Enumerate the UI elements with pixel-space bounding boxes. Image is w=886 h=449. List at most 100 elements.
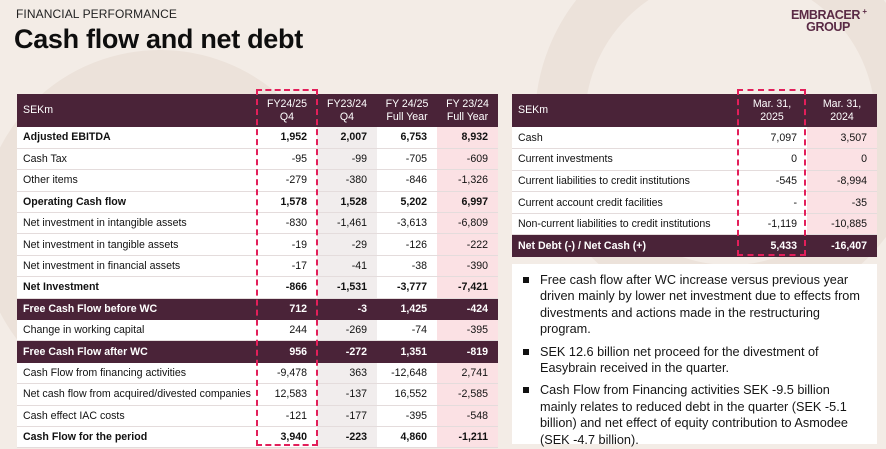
table-row: Net Investment -866 -1,531 -3,777 -7,421: [17, 276, 498, 299]
cell-value: -17: [257, 255, 317, 278]
cell-value: -269: [317, 319, 377, 342]
cell-value: -10,885: [807, 213, 877, 236]
row-label: Current account credit facilities: [512, 191, 737, 214]
cell-value: 0: [807, 148, 877, 171]
cell-value: -380: [317, 169, 377, 192]
cell-value: -16,407: [807, 234, 877, 258]
cell-value: 1,351: [377, 340, 437, 363]
cell-value: 6,997: [437, 191, 498, 214]
cell-value: -272: [317, 340, 377, 363]
col-header-fy2324-q4: FY23/24 Q4: [317, 94, 377, 127]
table-row: Cash Flow from financing activities -9,47…: [17, 362, 498, 385]
cell-value: -1,211: [437, 426, 498, 449]
row-label: Current liabilities to credit institutio…: [512, 170, 737, 193]
cell-value: -830: [257, 212, 317, 235]
table-row: Free Cash Flow before WC 712 -3 1,425 -424: [17, 298, 498, 321]
cell-value: 1,578: [257, 191, 317, 214]
square-bullet-icon: [523, 387, 529, 394]
commentary-text: Cash Flow from Financing activities SEK …: [540, 383, 848, 447]
table-row: Other items -279 -380 -846 -1,326: [17, 169, 498, 192]
col-header-sekm: SEKm: [17, 94, 257, 127]
cell-value: -1,461: [317, 212, 377, 235]
table-row: Free Cash Flow after WC 956 -272 1,351 -819: [17, 340, 498, 363]
row-label: Net investment in financial assets: [17, 255, 257, 278]
row-label: Operating Cash flow: [17, 191, 257, 214]
cell-value: -3: [317, 298, 377, 321]
cell-value: -395: [377, 405, 437, 427]
row-label: Cash effect IAC costs: [17, 405, 257, 427]
cell-value: -3,777: [377, 276, 437, 299]
cell-value: 3,940: [257, 426, 317, 449]
net-debt-table: SEKm Mar. 31, 2025 Mar. 31, 2024 Cash 7,097…: [512, 94, 877, 258]
square-bullet-icon: [523, 277, 529, 283]
net-debt-body: Cash 7,097 3,507 Current investments 0 0 Curre…: [512, 127, 877, 258]
cell-value: 1,425: [377, 298, 437, 321]
row-label: Change in working capital: [17, 319, 257, 342]
row-label: Adjusted EBITDA: [17, 127, 257, 149]
row-label: Net cash flow from acquired/divested com…: [17, 383, 257, 406]
cell-value: -12,648: [377, 362, 437, 385]
cell-value: 6,753: [377, 127, 437, 149]
cell-value: -74: [377, 319, 437, 342]
row-label: Net investment in tangible assets: [17, 233, 257, 256]
table-row: Net cash flow from acquired/divested com…: [17, 383, 498, 406]
page-title: Cash flow and net debt: [14, 24, 303, 54]
table-row: Net Debt (-) / Net Cash (+) 5,433 -16,407: [512, 234, 877, 258]
row-label: Other items: [17, 169, 257, 192]
section-kicker: FINANCIAL PERFORMANCE: [16, 7, 178, 21]
table-row: Adjusted EBITDA 1,952 2,007 6,753 8,932: [17, 127, 498, 149]
cell-value: -7,421: [437, 276, 498, 299]
table-row: Cash Flow for the period 3,940 -223 4,860 -1…: [17, 426, 498, 449]
commentary-text: SEK 12.6 billion net proceed for the div…: [540, 344, 819, 376]
cell-value: -395: [437, 319, 498, 342]
cell-value: 956: [257, 340, 317, 363]
square-bullet-icon: [523, 348, 529, 355]
commentary-bullet: Free cash flow after WC increase versus …: [522, 272, 867, 338]
cash-flow-header-row: SEKm FY24/25 Q4 FY23/24 Q4 FY 24/25 Full Ye…: [17, 94, 498, 127]
table-row: Current investments 0 0: [512, 148, 877, 171]
cell-value: 8,932: [437, 127, 498, 149]
logo-plus-icon: +: [862, 7, 867, 16]
cell-value: -6,809: [437, 212, 498, 235]
cell-value: -3,613: [377, 212, 437, 235]
commentary-list: Free cash flow after WC increase versus …: [522, 272, 867, 448]
cell-value: 4,860: [377, 426, 437, 449]
nd-col-header-2024: Mar. 31, 2024: [807, 94, 877, 127]
cell-value: -1,326: [437, 169, 498, 192]
cell-value: -8,994: [807, 170, 877, 193]
cell-value: -38: [377, 255, 437, 278]
cell-value: 5,433: [737, 234, 807, 258]
cell-value: -545: [737, 170, 807, 193]
cell-value: -95: [257, 148, 317, 171]
table-row: Operating Cash flow 1,578 1,528 5,202 6,997: [17, 191, 498, 214]
cell-value: -222: [437, 233, 498, 256]
row-label: Free Cash Flow before WC: [17, 298, 257, 321]
cell-value: 2,741: [437, 362, 498, 385]
commentary-box: Free cash flow after WC increase versus …: [512, 264, 877, 447]
cell-value: -866: [257, 276, 317, 299]
table-row: Change in working capital 244 -269 -74 -395: [17, 319, 498, 342]
cell-value: 0: [737, 148, 807, 171]
cell-value: -41: [317, 255, 377, 278]
table-row: Non-current liabilities to credit instit…: [512, 213, 877, 236]
cell-value: -548: [437, 405, 498, 427]
row-label: Net Debt (-) / Net Cash (+): [512, 234, 737, 258]
row-label: Cash Tax: [17, 148, 257, 171]
col-header-fy2425-full-year: FY 24/25 Full Year: [377, 94, 437, 127]
cell-value: -: [737, 191, 807, 214]
cell-value: 7,097: [737, 127, 807, 150]
cell-value: 1,528: [317, 191, 377, 214]
cell-value: -1,119: [737, 213, 807, 236]
table-row: Cash Tax -95 -99 -705 -609: [17, 148, 498, 171]
row-label: Net Investment: [17, 276, 257, 299]
row-label: Current investments: [512, 148, 737, 171]
cell-value: -846: [377, 169, 437, 192]
cell-value: -819: [437, 340, 498, 363]
row-label: Non-current liabilities to credit instit…: [512, 213, 737, 236]
cell-value: 3,507: [807, 127, 877, 150]
table-row: Net investment in intangible assets -830-…: [17, 212, 498, 235]
table-row: Net investment in financial assets -17 -41…: [17, 255, 498, 278]
row-label: Cash Flow for the period: [17, 426, 257, 449]
cell-value: 2,007: [317, 127, 377, 149]
cell-value: -223: [317, 426, 377, 449]
